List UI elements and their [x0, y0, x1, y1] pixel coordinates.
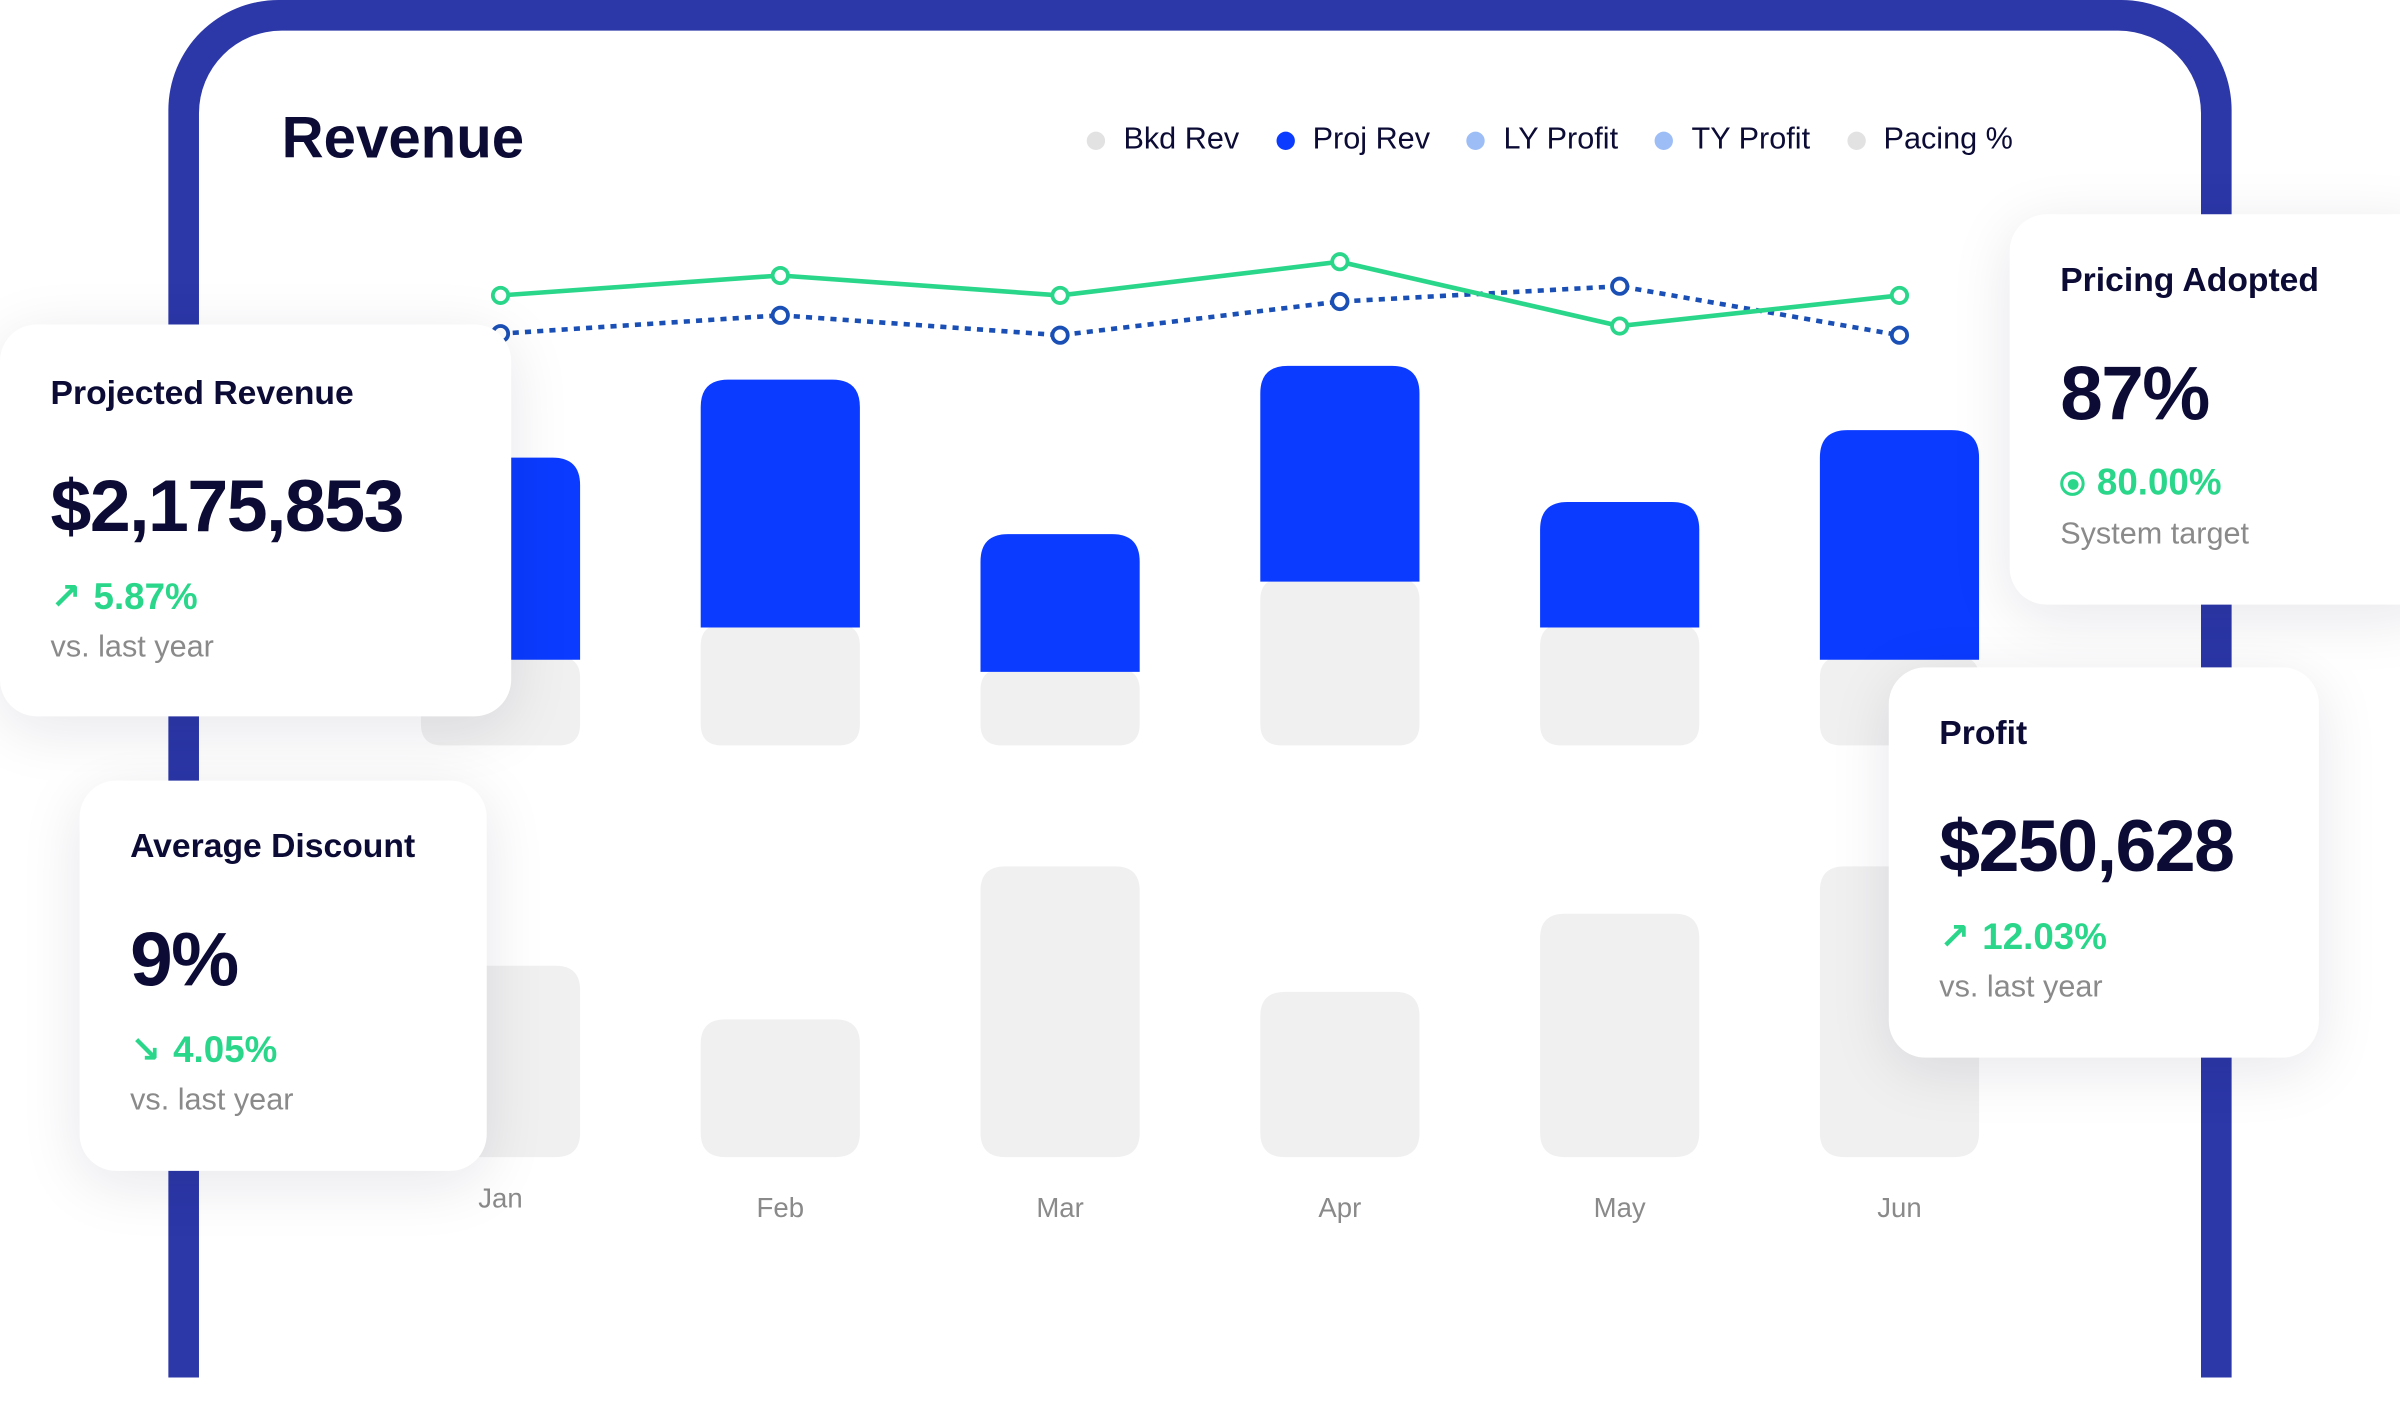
proj-rev-bar: [700, 379, 860, 628]
average-discount-card: Average Discount 9% ↘ 4.05% vs. last year: [79, 780, 487, 1171]
legend-label: TY Profit: [1691, 122, 1811, 157]
legend-item-bkd-rev[interactable]: Bkd Rev: [1086, 122, 1240, 157]
trend-up-icon: ↗: [1939, 916, 1971, 959]
card-trend: 80.00%: [2096, 462, 2222, 504]
ly-profit-line: [500, 259, 1900, 329]
ly-profit-point: [1330, 252, 1350, 272]
bkd-rev-bar: [700, 624, 860, 746]
proj-rev-bar: [1540, 502, 1700, 628]
card-value: $2,175,853: [50, 466, 405, 548]
legend-dot-icon: [1086, 130, 1106, 150]
legend-item-proj-rev[interactable]: Proj Rev: [1275, 122, 1431, 157]
legend-label: LY Profit: [1503, 122, 1619, 157]
legend-dot-icon: [1846, 130, 1866, 150]
legend-label: Pacing %: [1883, 122, 2013, 157]
proj-rev-bar: [1260, 365, 1420, 582]
ty-profit-point: [1050, 325, 1070, 345]
card-subtitle: vs. last year: [130, 1083, 294, 1118]
month-tick-label: Feb: [757, 1192, 804, 1223]
ty-profit-point: [1330, 291, 1350, 312]
chart-legend: Bkd Rev Proj Rev LY Profit TY Profit Pac…: [1086, 122, 2050, 157]
legend-item-ly-profit[interactable]: LY Profit: [1466, 122, 1619, 157]
ty-profit-line: [500, 283, 1900, 338]
month-tick-label: May: [1594, 1192, 1646, 1223]
ty-profit-point: [1610, 276, 1630, 296]
card-subtitle: vs. last year: [1939, 970, 2103, 1005]
ly-profit-point: [1889, 285, 1910, 305]
projected-revenue-card: Projected Revenue $2,175,853 ↗ 5.87% vs. …: [0, 324, 512, 717]
card-value: 87%: [2060, 350, 2210, 437]
bkd-rev-bar: [980, 668, 1140, 746]
card-title: Pricing Adopted: [2060, 260, 2319, 299]
ly-profit-point: [770, 265, 790, 286]
proj-rev-bar: [980, 534, 1140, 672]
legend-dot-icon: [1654, 130, 1674, 150]
revenue-dashboard: Revenue Bkd Rev Proj Rev LY Profit TY Pr…: [0, 0, 2400, 1378]
page-title: Revenue: [281, 107, 525, 172]
target-icon: [2060, 471, 2085, 496]
pacing-bar: [1540, 913, 1700, 1158]
card-trend: 12.03%: [1982, 916, 2107, 958]
pacing-bar: [700, 1019, 860, 1158]
pricing-adopted-card: Pricing Adopted 87% 80.00% System target: [2009, 214, 2400, 605]
pacing-bar: [980, 866, 1140, 1158]
legend-label: Bkd Rev: [1123, 122, 1240, 157]
trend-up-icon: ↗: [50, 577, 82, 619]
legend-item-ty-profit[interactable]: TY Profit: [1654, 122, 1811, 157]
card-title: Projected Revenue: [50, 373, 354, 412]
card-trend: 5.87%: [93, 576, 198, 618]
profit-card: Profit $250,628 ↗ 12.03% vs. last year: [1888, 667, 2319, 1058]
month-tick-label: Jan: [478, 1183, 522, 1214]
revenue-chart: Jan Feb Mar Apr May Jun: [420, 252, 1980, 1223]
legend-item-pacing[interactable]: Pacing %: [1846, 122, 2013, 157]
card-subtitle: vs. last year: [50, 630, 214, 665]
ty-profit-point: [770, 305, 790, 325]
card-subtitle: System target: [2060, 517, 2250, 552]
legend-dot-icon: [1275, 130, 1295, 150]
legend-dot-icon: [1466, 130, 1486, 150]
legend-label: Proj Rev: [1312, 122, 1431, 157]
card-title: Profit: [1939, 713, 2028, 752]
bkd-rev-bar: [1540, 624, 1700, 746]
pacing-bar: [1260, 991, 1420, 1158]
card-title: Average Discount: [130, 826, 416, 865]
month-tick-label: Mar: [1036, 1192, 1083, 1223]
ly-profit-point: [1610, 316, 1630, 336]
card-value: $250,628: [1939, 806, 2235, 888]
bkd-rev-bar: [1260, 578, 1420, 746]
proj-rev-bar: [1819, 430, 1980, 660]
month-tick-label: Jun: [1877, 1192, 1921, 1223]
ly-profit-point: [490, 285, 511, 305]
card-value: 9%: [130, 916, 239, 1003]
ty-profit-point: [1889, 325, 1910, 345]
trend-down-icon: ↘: [130, 1030, 161, 1072]
month-tick-label: Apr: [1318, 1192, 1361, 1223]
ly-profit-point: [1050, 285, 1070, 305]
card-trend: 4.05%: [173, 1029, 278, 1071]
